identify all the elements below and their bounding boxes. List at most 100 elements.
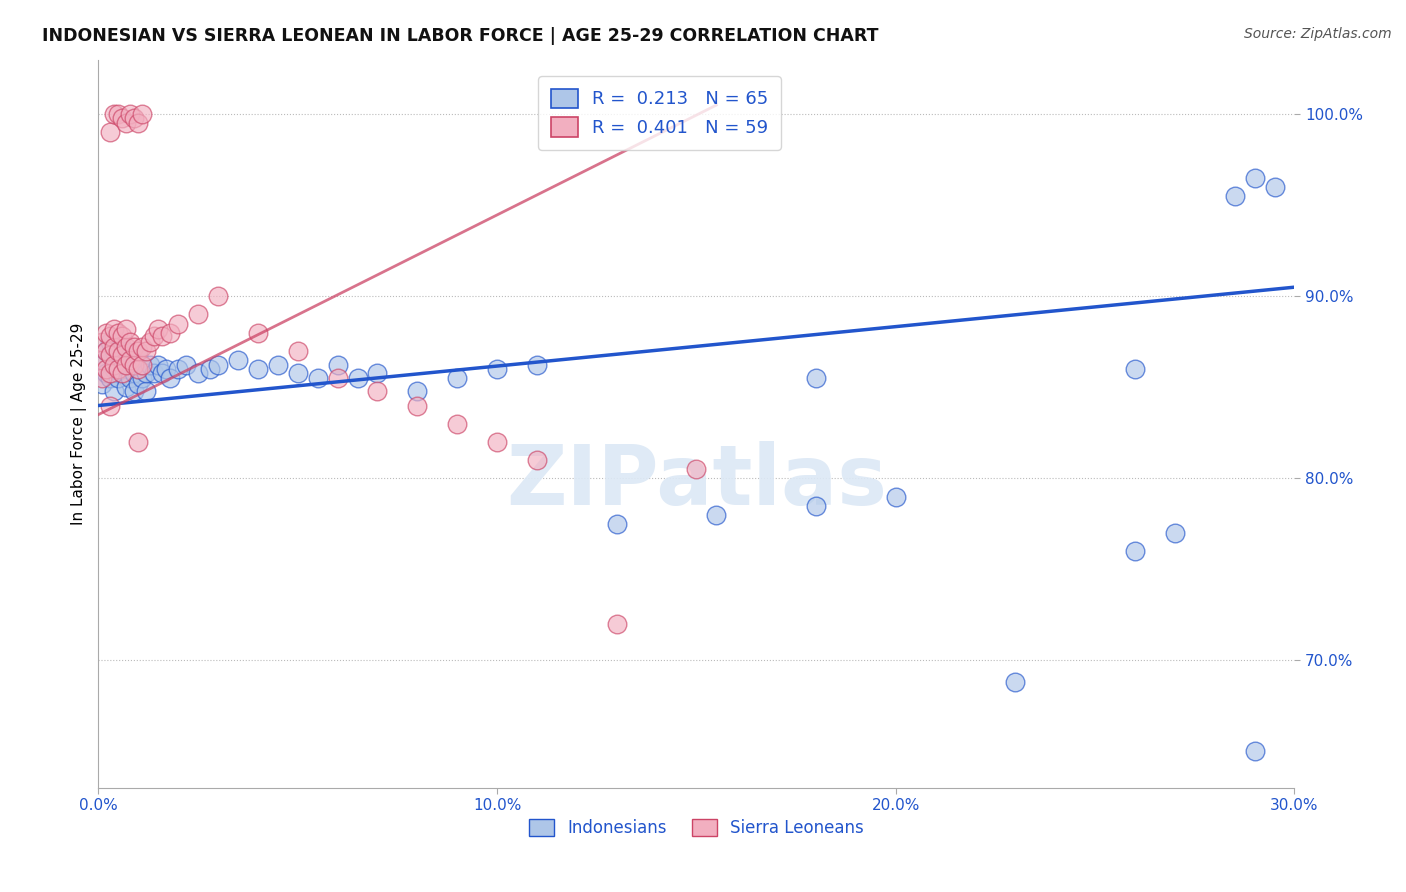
Point [115, 359, 138, 373]
Point [96, 343, 118, 358]
Point [1004, 675, 1026, 690]
Point [406, 384, 429, 398]
Point [198, 362, 221, 376]
Point [107, 326, 129, 340]
Point [167, 362, 190, 376]
Point [98, 347, 121, 361]
Point [115, 340, 138, 354]
Point [187, 366, 209, 380]
Point [98, 125, 121, 139]
Point [1164, 525, 1187, 540]
Point [143, 329, 166, 343]
Point [207, 289, 229, 303]
Point [127, 362, 149, 376]
Point [127, 362, 149, 376]
Point [107, 359, 129, 373]
Point [127, 347, 149, 361]
Point [146, 322, 169, 336]
Point [307, 371, 329, 385]
Point [127, 116, 149, 130]
Point [685, 462, 707, 476]
Point [120, 334, 142, 349]
Point [103, 340, 125, 354]
Point [1123, 544, 1146, 558]
Point [155, 362, 177, 376]
Point [1243, 744, 1265, 758]
Point [96, 366, 118, 380]
Point [107, 343, 129, 358]
Point [704, 508, 727, 522]
Point [98, 366, 121, 380]
Text: Source: ZipAtlas.com: Source: ZipAtlas.com [1244, 27, 1392, 41]
Point [267, 359, 290, 373]
Point [246, 362, 269, 376]
Point [120, 353, 142, 368]
Point [107, 343, 129, 358]
Point [207, 359, 229, 373]
Point [98, 329, 121, 343]
Point [103, 362, 125, 376]
Point [150, 329, 173, 343]
Point [111, 366, 134, 380]
Point [366, 366, 388, 380]
Point [486, 362, 509, 376]
Point [131, 371, 153, 385]
Point [446, 417, 468, 431]
Point [1223, 189, 1246, 203]
Point [122, 366, 145, 380]
Point [135, 343, 157, 358]
Point [115, 359, 138, 373]
Point [127, 376, 149, 391]
Point [446, 371, 468, 385]
Point [486, 434, 509, 449]
Point [120, 371, 142, 385]
Point [103, 322, 125, 336]
Point [127, 434, 149, 449]
Point [122, 111, 145, 125]
Point [115, 116, 138, 130]
Point [287, 366, 309, 380]
Point [107, 371, 129, 385]
Point [107, 362, 129, 376]
Point [146, 359, 169, 373]
Y-axis label: In Labor Force | Age 25-29: In Labor Force | Age 25-29 [72, 323, 87, 524]
Point [135, 366, 157, 380]
Point [107, 107, 129, 121]
Point [115, 343, 138, 358]
Point [1263, 180, 1285, 194]
Point [120, 353, 142, 368]
Point [226, 353, 249, 368]
Point [366, 384, 388, 398]
Point [103, 343, 125, 358]
Point [326, 359, 349, 373]
Point [139, 334, 162, 349]
Point [120, 107, 142, 121]
Point [246, 326, 269, 340]
Point [150, 366, 173, 380]
Point [111, 366, 134, 380]
Point [131, 107, 153, 121]
Point [103, 384, 125, 398]
Point [111, 353, 134, 368]
Point [804, 499, 827, 513]
Point [91, 353, 114, 368]
Point [526, 359, 548, 373]
Point [115, 380, 138, 394]
Legend: Indonesians, Sierra Leoneans: Indonesians, Sierra Leoneans [520, 810, 872, 845]
Point [91, 334, 114, 349]
Point [91, 371, 114, 385]
Point [98, 334, 121, 349]
Point [131, 340, 153, 354]
Point [111, 329, 134, 343]
Point [111, 347, 134, 361]
Point [96, 362, 118, 376]
Point [98, 347, 121, 361]
Text: ZIPatlas: ZIPatlas [506, 442, 887, 523]
Point [91, 359, 114, 373]
Point [111, 111, 134, 125]
Point [131, 359, 153, 373]
Point [884, 490, 907, 504]
Point [91, 376, 114, 391]
Point [115, 322, 138, 336]
Point [122, 359, 145, 373]
